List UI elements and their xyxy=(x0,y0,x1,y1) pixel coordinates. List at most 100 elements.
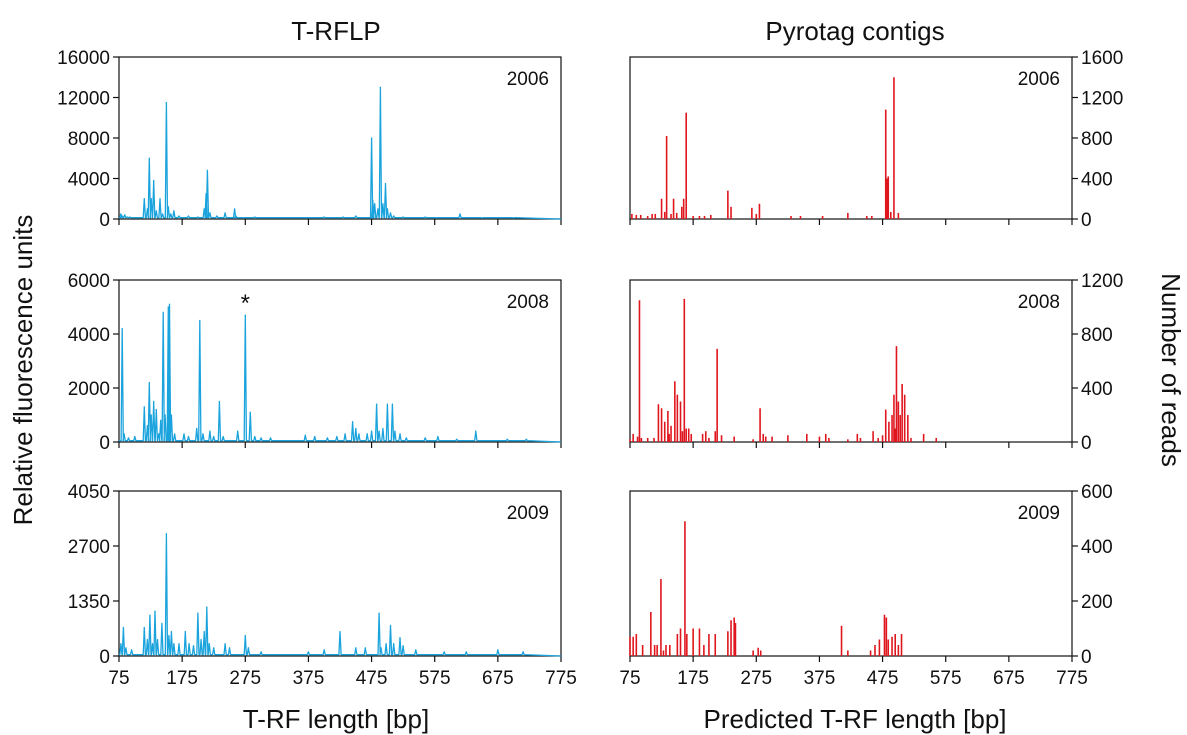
trace-peak-point xyxy=(209,212,211,214)
trace-peak-point xyxy=(380,647,382,649)
peak-annotation: * xyxy=(241,290,250,317)
trace-peak-point xyxy=(196,427,198,430)
panel-right-2006: 0 400 800 1200 1600 2006 xyxy=(629,48,1123,231)
y-tick-label: 2000 xyxy=(68,379,110,400)
trace-peak-point xyxy=(197,216,199,218)
trace-peak-point xyxy=(124,214,126,216)
trace-peak-point xyxy=(206,606,208,608)
trace-peak-point xyxy=(153,400,155,403)
trace-peak-point xyxy=(197,612,199,614)
trace-peak-point xyxy=(165,101,167,104)
y-tick-label: 0 xyxy=(99,647,110,668)
trace-line xyxy=(119,303,562,443)
trace-peak-point xyxy=(208,643,210,645)
panel-right-2008: 0 400 800 1200 2008 xyxy=(629,271,1123,454)
trace-peak-point xyxy=(143,406,145,408)
trace-peak-point xyxy=(127,437,130,439)
x-tick-label: 375 xyxy=(804,668,836,689)
trace-peak-point xyxy=(465,651,467,653)
trace-peak-point xyxy=(382,203,384,205)
trace-peak-point xyxy=(506,438,508,440)
trace-peak-point xyxy=(244,314,246,316)
trace-peak-point xyxy=(154,610,156,612)
y-tick-label: 4000 xyxy=(68,170,110,191)
x-tick-label: 775 xyxy=(545,668,577,689)
left-column-title: T-RFLP xyxy=(291,16,381,46)
x-tick-label: 175 xyxy=(166,668,198,689)
y-tick-label: 1600 xyxy=(1081,48,1123,69)
trace-peak-point xyxy=(254,216,256,218)
trace-peak-point xyxy=(170,630,173,633)
y-tick-label: 800 xyxy=(1081,325,1113,346)
trace-peak-point xyxy=(304,434,306,436)
x-tick-label: 275 xyxy=(740,668,772,689)
trace-peak-point xyxy=(218,400,220,403)
trace-peak-point xyxy=(213,647,215,649)
y-tick-label: 400 xyxy=(1081,537,1113,558)
trace-peak-point xyxy=(167,206,169,208)
trace-peak-point xyxy=(224,643,226,645)
year-label: 2009 xyxy=(507,503,549,524)
trace-peak-point xyxy=(237,430,239,432)
trace-peak-point xyxy=(168,303,171,305)
year-label: 2006 xyxy=(1018,69,1060,90)
trace-peak-point xyxy=(355,215,357,217)
trace-peak-point xyxy=(222,436,224,438)
left-y-axis-label: Relative fluorescence units xyxy=(8,215,38,526)
year-label: 2009 xyxy=(1018,503,1060,524)
trace-peak-point xyxy=(131,649,133,651)
trace-peak-point xyxy=(378,612,380,614)
y-tick-label: 200 xyxy=(1081,592,1113,613)
trace-peak-point xyxy=(254,436,256,438)
trace-peak-point xyxy=(323,649,325,651)
trace-peak-point xyxy=(155,409,157,411)
y-tick-label: 0 xyxy=(99,433,110,454)
y-tick-label: 16000 xyxy=(57,48,110,69)
trace-peak-point xyxy=(178,643,180,645)
trace-peak-point xyxy=(170,213,172,215)
trace-peak-point xyxy=(372,200,374,202)
trace-peak-point xyxy=(148,382,150,384)
trace-peak-point xyxy=(187,436,190,438)
trace-peak-point xyxy=(389,212,392,214)
y-tick-label: 0 xyxy=(1081,210,1092,231)
y-tick-label: 12000 xyxy=(57,89,110,110)
year-label: 2008 xyxy=(507,292,549,313)
trace-line xyxy=(119,86,562,220)
panel-right-2009: 0 200 400 600 75 175 275 375 475 575 675 775 2009 xyxy=(619,482,1112,689)
trace-peak-point xyxy=(205,193,207,195)
trace-peak-point xyxy=(379,86,382,88)
trace-peak-point xyxy=(399,637,401,639)
trace-peak-point xyxy=(424,437,426,439)
trace-peak-point xyxy=(384,182,387,185)
x-tick-label: 475 xyxy=(356,668,388,689)
y-tick-label: 600 xyxy=(1081,482,1113,503)
trace-peak-point xyxy=(364,647,366,649)
trace-peak-point xyxy=(475,430,477,432)
trace-peak-point xyxy=(269,437,272,439)
trace-peak-point xyxy=(146,639,149,641)
trace-peak-point xyxy=(307,651,310,653)
trace-peak-point xyxy=(121,328,123,330)
trace-peak-point xyxy=(168,635,170,637)
y-tick-label: 6000 xyxy=(68,271,110,292)
trace-peak-point xyxy=(370,430,373,432)
right-column-title: Pyrotag contigs xyxy=(765,16,944,46)
trace-peak-point xyxy=(386,403,388,405)
trace-peak-point xyxy=(158,433,160,435)
trace-peak-point xyxy=(228,647,231,649)
trace-peak-point xyxy=(151,643,154,645)
left-x-axis-label: T-RF length [bp] xyxy=(243,704,429,734)
y-tick-label: 0 xyxy=(99,210,110,231)
trace-peak-point xyxy=(389,624,392,627)
y-tick-label: 400 xyxy=(1081,379,1113,400)
trace-peak-point xyxy=(192,645,195,647)
x-tick-label: 75 xyxy=(619,668,640,689)
trace-peak-point xyxy=(162,311,164,313)
year-label: 2006 xyxy=(507,69,549,90)
trace-peak-point xyxy=(149,614,151,616)
trace-peak-point xyxy=(120,213,122,215)
x-tick-label: 675 xyxy=(482,668,514,689)
trace-peak-point xyxy=(121,215,123,217)
trace-peak-point xyxy=(160,419,162,421)
